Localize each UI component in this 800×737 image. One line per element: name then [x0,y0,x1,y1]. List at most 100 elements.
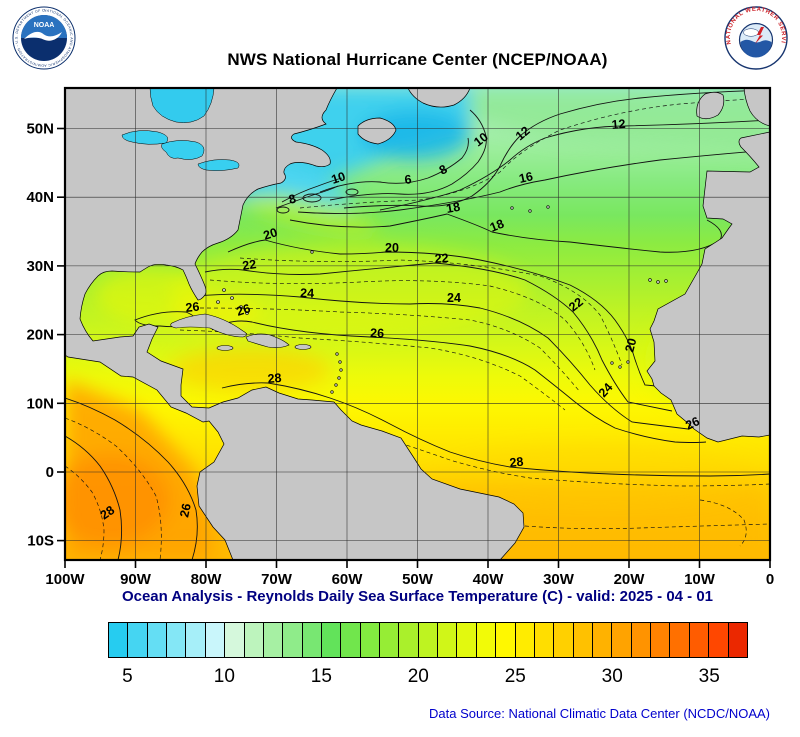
colorbar-tick-label: 5 [122,666,133,687]
colorbar-segment [147,623,168,657]
page-title: NWS National Hurricane Center (NCEP/NOAA… [227,50,608,69]
contour-label: 18 [488,217,506,235]
lon-tick-label: 100W [45,571,85,588]
lat-tick-label: 10S [27,533,54,550]
colorbar-segment [612,623,632,657]
colorbar-tick-label: 30 [601,666,623,687]
nws-logo-graphic: NATIONAL WEATHER SERVICE [722,2,788,70]
contour-label: 22 [241,257,257,273]
contour-label: 18 [445,200,461,216]
nws-cloud-icon [743,28,759,37]
colorbar-segment [321,623,342,657]
colorbar-segment [515,623,535,657]
colorbar-segment [186,623,206,657]
contour-label: 10 [330,169,348,187]
lat-tick-label: 50N [26,121,54,138]
colorbar-tick-label: 35 [698,666,720,687]
contour-label: 28 [267,371,282,386]
colorbar-segment [670,623,690,657]
land-americas [65,88,525,560]
lat-tick-label: 10N [26,395,54,412]
lon-tick-label: 40W [473,571,505,588]
contour-label: 8 [287,192,297,207]
lon-tick-label: 10W [684,571,716,588]
nws-sea-shape [740,39,772,58]
contour-label: 26 [370,326,384,340]
colorbar-segment [457,623,477,657]
colorbar-segment [709,623,729,657]
land-layer [65,88,770,560]
contour-label: 6 [404,172,412,187]
island-jamaica [216,345,234,351]
contour-label: 26 [185,300,200,315]
noaa-seagull-icon [24,31,62,41]
colorbar: 5 10 15 20 25 30 35 [108,622,748,694]
colorbar-segment [283,623,303,657]
island-cuba [170,313,247,338]
latitude-axis: 50N 40N 30N 20N 10N 0 10S [26,121,54,550]
colorbar-segment [728,623,747,657]
lon-tick-label: 80W [191,571,223,588]
colorbar-segment [128,623,148,657]
islands-layer [170,205,668,394]
colorbar-segment [263,623,284,657]
contour-label: 26 [683,414,702,433]
contour-label: 24 [447,291,461,305]
contour-label: 28 [98,503,117,522]
contour-label: 10 [471,130,491,150]
lon-tick-label: 20W [614,571,646,588]
colorbar-segment [360,623,381,657]
colorbar-segment [476,623,497,657]
contour-label: 16 [518,169,535,186]
colorbar-segment [631,623,652,657]
contour-label: 28 [509,455,524,470]
contour-label: 20 [385,241,399,255]
colorbar-segment [205,623,226,657]
nws-lightning-icon [755,27,764,44]
colorbar-segment [109,623,129,657]
hudson-bay [149,88,215,123]
land-greenland [407,88,471,108]
colorbar-tick-label: 25 [504,666,526,687]
island-hispaniola [245,333,290,348]
lon-tick-label: 60W [332,571,364,588]
lon-tick-label: 0 [766,571,774,588]
land-britain [743,88,770,127]
colorbar-segment [592,623,613,657]
colorbar-segment [302,623,322,657]
colorbar-segment [554,623,574,657]
contour-label: 22 [434,251,449,266]
contour-label: 26 [235,301,253,319]
contour-label: 20 [622,337,639,354]
lat-tick-label: 20N [26,327,54,344]
lat-tick-label: 40N [26,189,54,206]
longitude-axis: 100W 90W 80W 70W 60W 50W 40W 30W 20W 10W… [45,571,774,588]
nws-logo: NATIONAL WEATHER SERVICE [722,2,788,70]
noaa-logo: NATIONAL OCEANIC AND ATMOSPHERIC ADMINIS… [10,3,76,70]
colorbar-tick-label: 20 [407,666,429,687]
land-ireland [696,91,725,120]
lon-tick-label: 50W [402,571,434,588]
colorbar-segment [573,623,593,657]
colorbar-bar [108,622,748,658]
lon-tick-label: 70W [261,571,293,588]
colorbar-segment [496,623,516,657]
colorbar-tick-label: 15 [310,666,332,687]
island-puerto-rico [294,344,312,350]
lat-tick-label: 30N [26,258,54,275]
lon-tick-label: 30W [543,571,575,588]
noaa-sky [21,15,67,38]
axis-ticks [57,127,771,568]
colorbar-tick-label: 10 [213,666,235,687]
lat-tick-label: 0 [46,464,54,481]
lon-tick-label: 90W [120,571,152,588]
data-source-note: Data Source: National Climatic Data Cent… [429,706,770,721]
noaa-wordmark: NOAA [34,22,55,29]
contour-label: 12 [611,117,626,132]
figure-caption: Ocean Analysis - Reynolds Daily Sea Surf… [121,588,714,605]
land-europe-africa [646,131,770,443]
lake-michigan-huron [161,140,205,160]
sst-map: 8 10 6 8 10 12 12 16 18 18 20 20 20 22 2… [26,86,774,588]
contour-label: 22 [566,295,586,315]
colorbar-segment [399,623,419,657]
